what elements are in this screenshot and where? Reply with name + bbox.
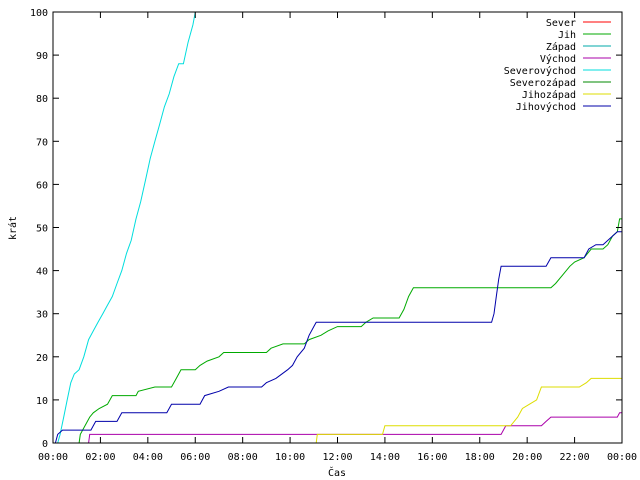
- legend-label: Východ: [540, 53, 576, 65]
- series-line-3: [88, 412, 622, 444]
- legend-label: Západ: [546, 41, 576, 53]
- legend-label: Jihovýchod: [516, 101, 576, 113]
- y-tick-label: 20: [36, 353, 48, 364]
- x-tick-label: 18:00: [465, 452, 495, 463]
- y-axis: 0 10 20 30 40 50 60 70 80 90 100: [30, 8, 622, 450]
- legend: SeverJihZápadVýchodSeverovýchodSeverozáp…: [504, 18, 611, 113]
- x-tick-label: 22:00: [560, 452, 590, 463]
- series-line-7: [54, 231, 622, 444]
- x-tick-label: 08:00: [228, 452, 258, 463]
- y-tick-label: 40: [36, 267, 48, 278]
- legend-label: Severozápad: [510, 77, 576, 89]
- y-tick-label: 100: [30, 8, 48, 19]
- x-tick-label: 00:00: [607, 452, 637, 463]
- series-lines: [54, 11, 622, 444]
- y-tick-label: 90: [36, 51, 48, 62]
- legend-label: Jih: [558, 30, 576, 41]
- legend-label: Jihozápad: [522, 89, 576, 101]
- x-axis-label: Čas: [328, 466, 346, 479]
- legend-label: Severovýchod: [504, 65, 576, 77]
- x-tick-label: 10:00: [275, 452, 305, 463]
- x-tick-label: 20:00: [512, 452, 542, 463]
- x-tick-label: 16:00: [417, 452, 447, 463]
- x-tick-label: 02:00: [85, 452, 115, 463]
- y-tick-label: 10: [36, 396, 48, 407]
- x-tick-label: 12:00: [322, 452, 352, 463]
- series-line-4: [57, 11, 196, 444]
- y-tick-label: 0: [42, 439, 48, 450]
- y-tick-label: 60: [36, 180, 48, 191]
- x-tick-label: 04:00: [133, 452, 163, 463]
- x-tick-label: 14:00: [370, 452, 400, 463]
- y-tick-label: 50: [36, 224, 48, 235]
- y-tick-label: 70: [36, 137, 48, 148]
- series-line-6: [315, 377, 622, 444]
- x-tick-label: 00:00: [38, 452, 68, 463]
- legend-label: Sever: [546, 18, 576, 29]
- series-line-1: [78, 218, 622, 444]
- x-tick-label: 06:00: [180, 452, 210, 463]
- y-tick-label: 80: [36, 94, 48, 105]
- x-axis: 00:00 02:00 04:00 06:00 08:00 10:00 12:00 14:00…: [38, 12, 637, 463]
- y-tick-label: 30: [36, 310, 48, 321]
- y-axis-label: krát: [7, 216, 19, 240]
